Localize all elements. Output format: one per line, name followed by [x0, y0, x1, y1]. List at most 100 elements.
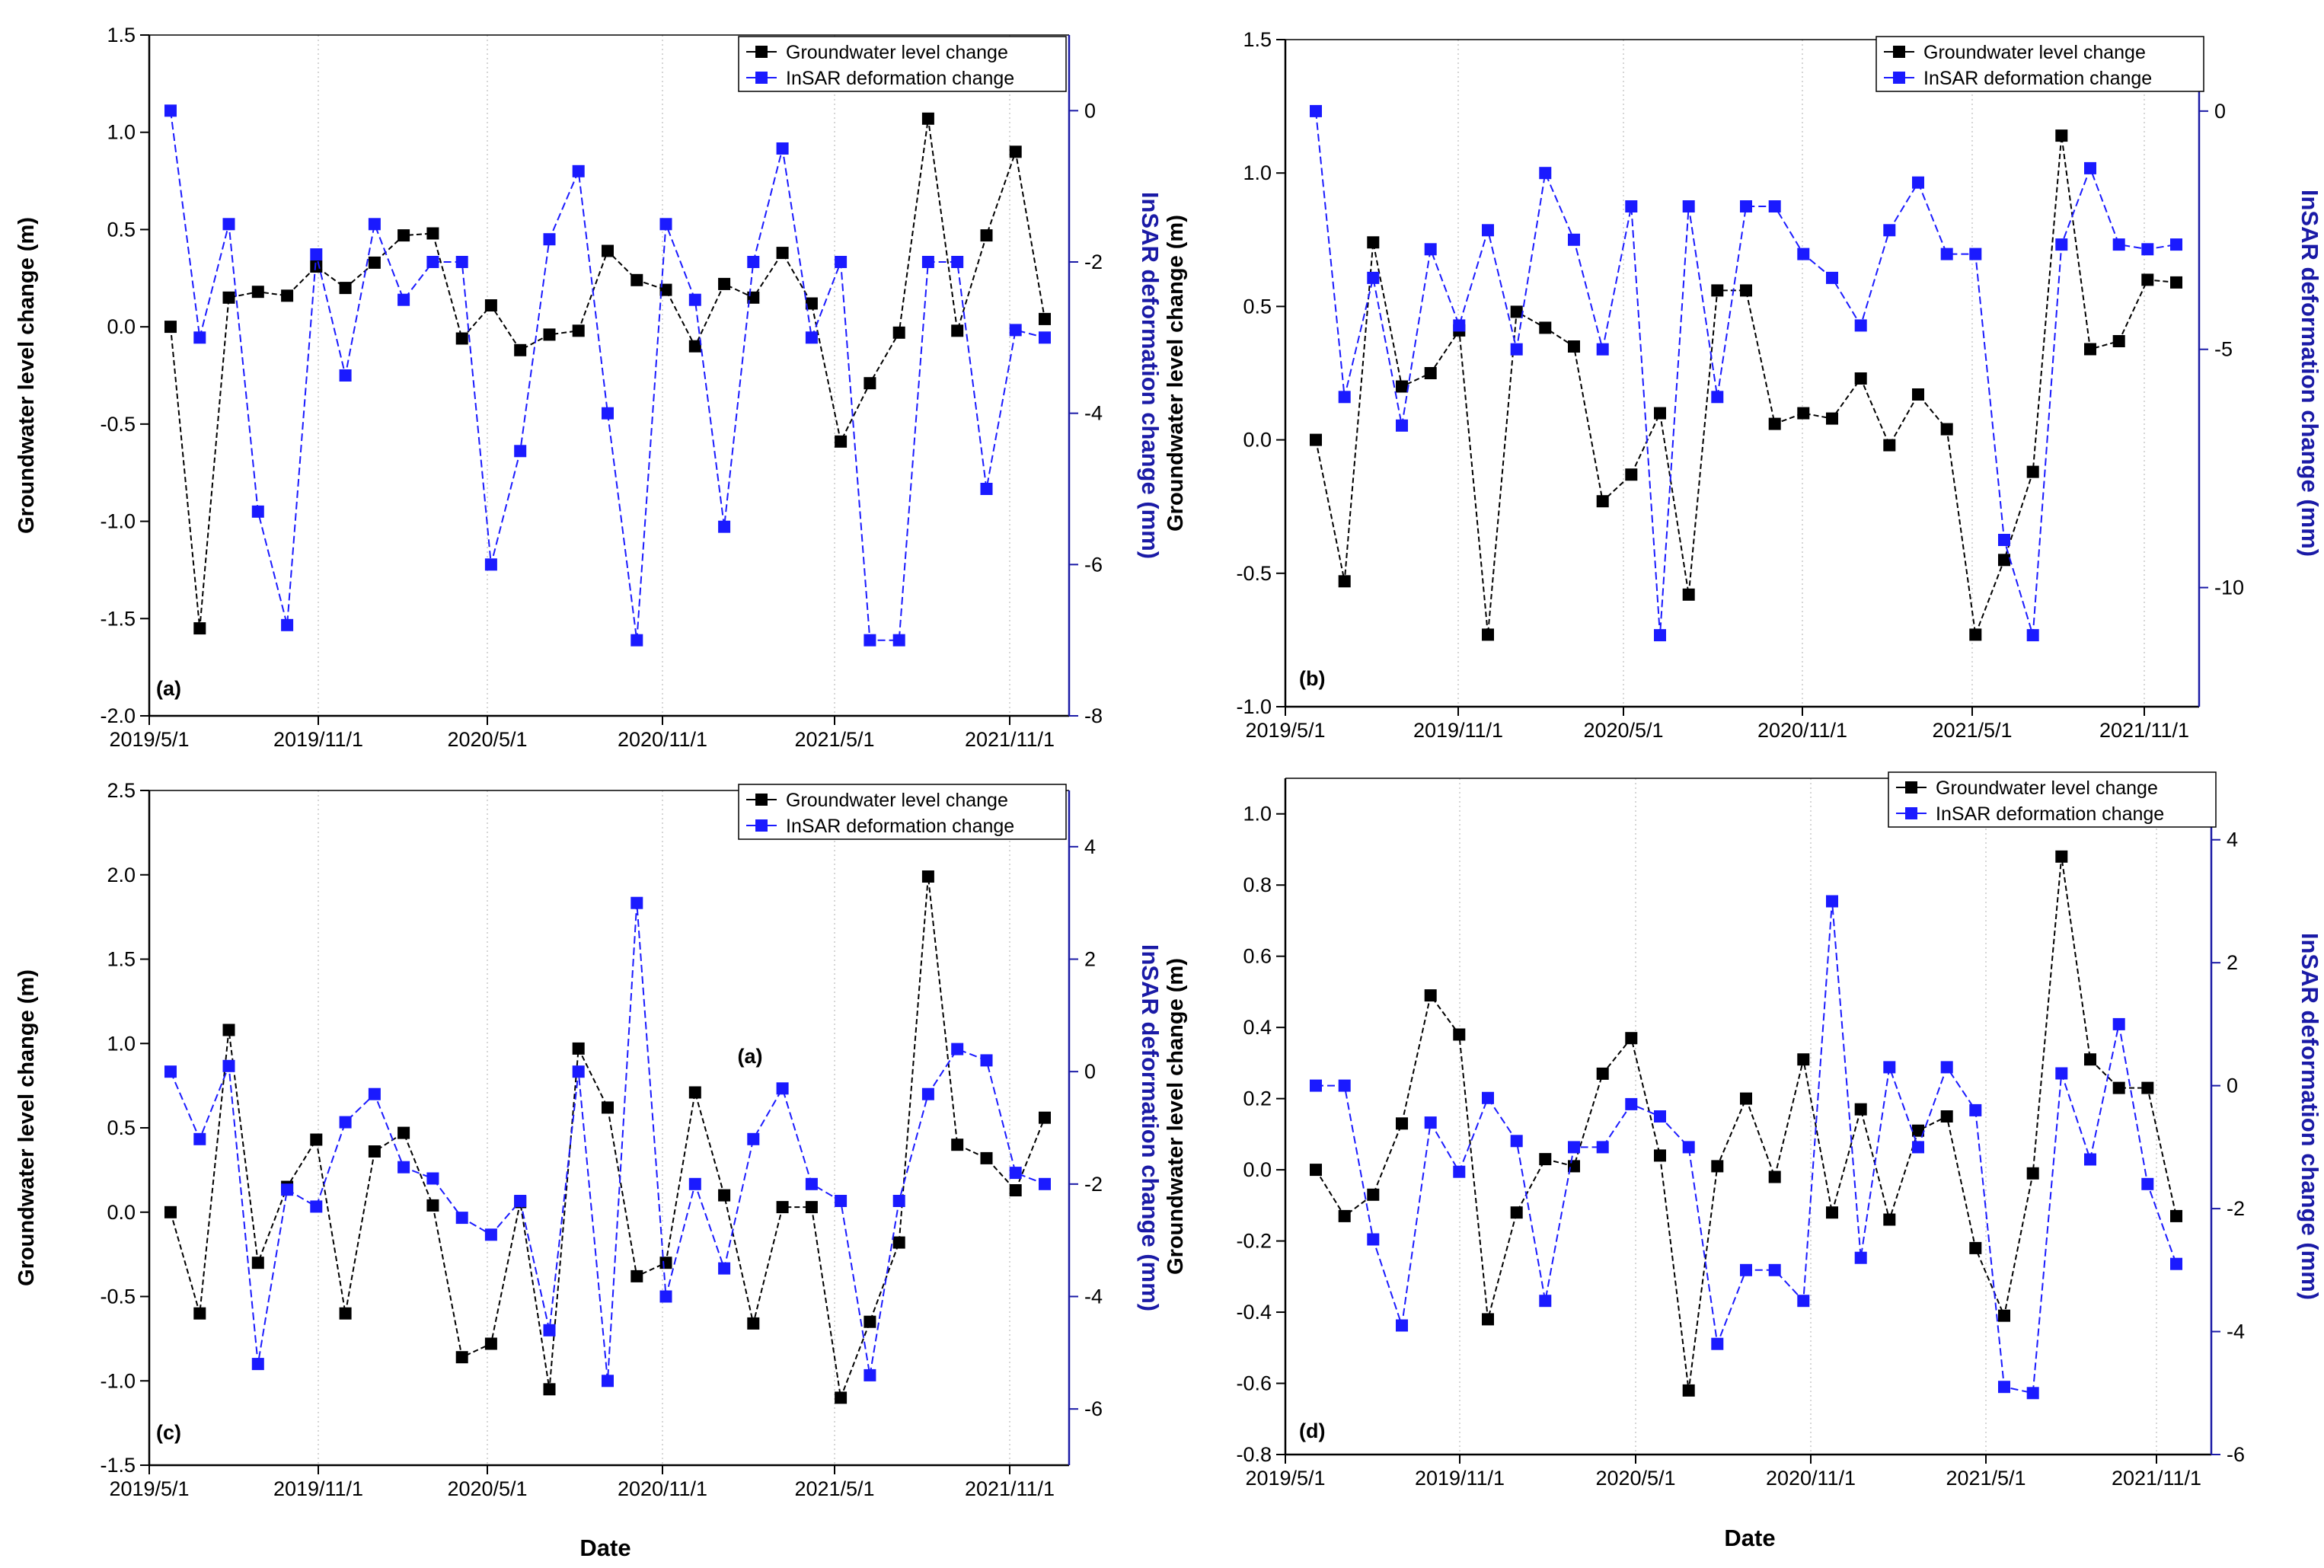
- insar-point: [1482, 224, 1494, 237]
- panel-label: (a): [156, 677, 181, 700]
- insar-point: [921, 256, 934, 268]
- insar-point: [1883, 224, 1896, 237]
- y-axis-title: Groundwater level change (m): [1164, 958, 1188, 1275]
- y-tick-label: -1.5: [100, 1454, 136, 1477]
- insar-point: [659, 1290, 672, 1303]
- insar-point: [1453, 319, 1466, 332]
- insar-point: [980, 483, 993, 495]
- insar-point: [1711, 1337, 1724, 1350]
- y-tick-label: -0.8: [1236, 1443, 1272, 1466]
- groundwater-point: [310, 260, 323, 273]
- y-tick-label: -0.6: [1236, 1372, 1272, 1395]
- groundwater-point: [1768, 417, 1781, 430]
- insar-point: [776, 1082, 789, 1095]
- y-tick-label: 0.5: [1243, 295, 1272, 318]
- panel-label: (c): [156, 1421, 181, 1444]
- insar-point: [630, 896, 643, 909]
- groundwater-point: [1310, 1164, 1322, 1177]
- x-axis-title-d: Date: [1724, 1525, 1775, 1551]
- groundwater-point: [2170, 276, 2182, 289]
- x-tick-label: 2020/11/1: [1766, 1467, 1856, 1490]
- insar-point: [2026, 1387, 2039, 1400]
- groundwater-point: [1367, 236, 1380, 249]
- groundwater-point: [1912, 388, 1924, 401]
- groundwater-point: [835, 1391, 848, 1404]
- insar-point: [1740, 1263, 1752, 1276]
- groundwater-point: [980, 229, 993, 242]
- insar-point: [1654, 629, 1666, 642]
- groundwater-point: [892, 326, 905, 339]
- x-tick-label: 2020/5/1: [1583, 719, 1663, 742]
- insar-point: [1596, 1141, 1609, 1154]
- insar-point: [805, 331, 818, 344]
- groundwater-point: [630, 273, 643, 286]
- x-axis-title-c: Date: [579, 1534, 630, 1561]
- insar-point: [776, 142, 789, 155]
- insar-point: [1854, 1251, 1867, 1264]
- x-tick-label: 2021/11/1: [2099, 719, 2189, 742]
- y-tick-label: 0.2: [1243, 1087, 1272, 1110]
- groundwater-point: [164, 1206, 177, 1218]
- x-tick-label: 2021/5/1: [794, 728, 874, 751]
- insar-point: [1768, 200, 1781, 212]
- legend-marker: [755, 46, 768, 58]
- groundwater-point: [2141, 1081, 2154, 1094]
- y2-tick-label: 0: [1084, 99, 1096, 122]
- groundwater-point: [1797, 407, 1810, 420]
- insar-point: [1338, 1079, 1351, 1092]
- groundwater-point: [2026, 1167, 2039, 1180]
- insar-point: [543, 233, 556, 246]
- x-tick-label: 2019/5/1: [109, 1477, 189, 1500]
- y-tick-label: 0.5: [107, 1116, 136, 1139]
- insar-point: [193, 331, 206, 344]
- insar-point: [2141, 1177, 2154, 1190]
- legend-marker: [755, 72, 768, 84]
- y-tick-label: 1.0: [1243, 803, 1272, 826]
- groundwater-point: [776, 247, 789, 260]
- groundwater-point: [2141, 273, 2154, 286]
- x-tick-label: 2020/5/1: [447, 728, 527, 751]
- legend-marker: [1893, 46, 1905, 58]
- groundwater-point: [1654, 407, 1666, 420]
- legend-marker: [1893, 72, 1905, 84]
- legend-marker: [755, 794, 768, 806]
- groundwater-point: [1482, 1313, 1494, 1326]
- insar-point: [2084, 1153, 2096, 1166]
- insar-point: [2141, 243, 2154, 256]
- groundwater-point: [1826, 1206, 1838, 1219]
- insar-point: [251, 1358, 264, 1371]
- insar-point: [455, 1212, 468, 1225]
- insar-point: [1039, 1177, 1051, 1190]
- insar-point: [1682, 200, 1695, 212]
- insar-point: [1453, 1165, 1466, 1178]
- insar-point: [2055, 1067, 2068, 1080]
- groundwater-point: [951, 324, 964, 337]
- insar-point: [310, 1200, 323, 1213]
- insar-point: [397, 1161, 410, 1174]
- groundwater-point: [281, 289, 294, 302]
- groundwater-point: [1510, 1206, 1523, 1219]
- insar-point: [455, 256, 468, 268]
- insar-point: [1568, 233, 1580, 246]
- insar-point: [921, 1087, 934, 1100]
- groundwater-point: [864, 377, 876, 390]
- groundwater-point: [1711, 1160, 1724, 1173]
- y-tick-label: -1.5: [100, 607, 136, 630]
- legend-box: [738, 784, 1067, 840]
- groundwater-point: [310, 1133, 323, 1146]
- groundwater-point: [659, 283, 672, 296]
- y-tick-label: -0.4: [1236, 1301, 1272, 1324]
- y2-tick-label: -4: [1084, 1285, 1103, 1308]
- insar-point: [1711, 391, 1724, 404]
- insar-point: [1740, 200, 1752, 212]
- insar-point: [543, 1324, 556, 1336]
- insar-point: [1625, 1097, 1638, 1110]
- y-tick-label: 0.0: [107, 315, 136, 338]
- insar-point: [164, 104, 177, 117]
- groundwater-point: [455, 1351, 468, 1364]
- groundwater-point: [805, 1201, 818, 1214]
- groundwater-point: [339, 1307, 352, 1320]
- y-axis-title: Groundwater level change (m): [14, 217, 39, 534]
- insar-point: [688, 1177, 701, 1190]
- insar-point: [1539, 167, 1552, 180]
